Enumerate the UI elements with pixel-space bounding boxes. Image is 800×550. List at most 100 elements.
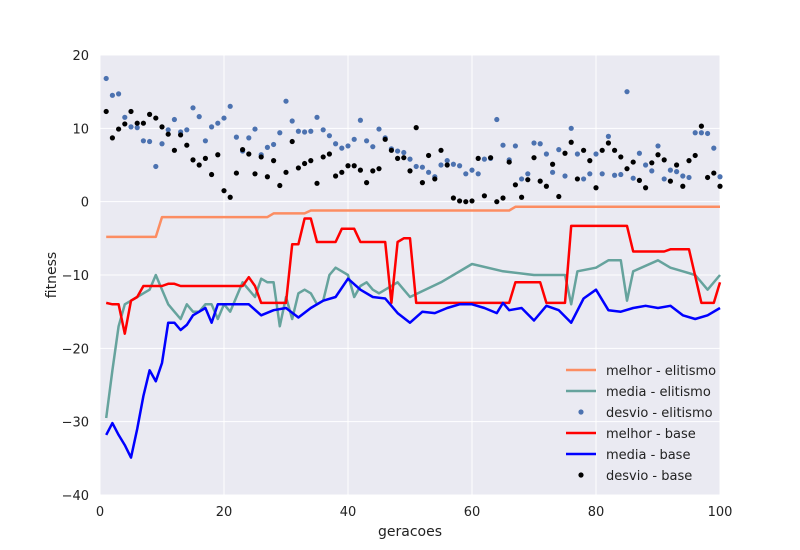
point-desvio-elitismo xyxy=(109,92,115,98)
point-desvio-base xyxy=(264,174,270,180)
point-desvio-base xyxy=(717,183,723,189)
point-desvio-base xyxy=(178,132,184,138)
point-desvio-base xyxy=(630,159,636,165)
point-desvio-base xyxy=(364,180,370,186)
point-desvio-elitismo xyxy=(674,169,680,175)
point-desvio-elitismo xyxy=(364,138,370,144)
point-desvio-elitismo xyxy=(302,129,308,135)
point-desvio-elitismo xyxy=(562,173,568,179)
point-desvio-elitismo xyxy=(395,148,401,154)
point-desvio-base xyxy=(643,185,649,191)
point-desvio-base xyxy=(612,147,618,153)
point-desvio-base xyxy=(295,165,301,171)
point-desvio-base xyxy=(190,157,196,163)
x-tick-label: 0 xyxy=(96,505,104,520)
point-desvio-elitismo xyxy=(376,126,382,132)
point-desvio-base xyxy=(271,158,277,164)
point-desvio-elitismo xyxy=(190,105,196,111)
point-desvio-base xyxy=(171,147,177,153)
point-desvio-base xyxy=(574,176,581,182)
point-desvio-base xyxy=(221,188,227,194)
point-desvio-base xyxy=(550,161,556,167)
point-desvio-base xyxy=(395,155,401,161)
point-desvio-elitismo xyxy=(643,162,649,168)
point-desvio-elitismo xyxy=(271,141,277,148)
point-desvio-base xyxy=(419,180,425,186)
point-desvio-elitismo xyxy=(457,163,463,169)
legend: melhor - elitismo media - elitismo desvio … xyxy=(566,364,716,484)
point-desvio-elitismo xyxy=(370,144,376,150)
point-desvio-elitismo xyxy=(636,150,643,156)
point-desvio-base xyxy=(581,147,587,153)
point-desvio-base xyxy=(140,120,146,126)
series-line-melhor-elitismo xyxy=(106,205,720,239)
y-tick-label: −30 xyxy=(62,416,89,431)
point-desvio-elitismo xyxy=(605,133,612,139)
point-desvio-elitismo xyxy=(202,138,208,144)
point-desvio-elitismo xyxy=(537,141,543,147)
series-line-media-base xyxy=(105,277,721,459)
point-desvio-base xyxy=(705,174,711,181)
point-desvio-elitismo xyxy=(171,116,177,123)
point-desvio-base xyxy=(457,198,463,204)
point-desvio-base xyxy=(370,168,376,174)
point-desvio-elitismo xyxy=(215,120,221,126)
point-desvio-base xyxy=(277,182,283,189)
point-desvio-base xyxy=(196,162,202,168)
point-desvio-base xyxy=(593,185,599,191)
point-desvio-elitismo xyxy=(568,125,574,131)
point-desvio-base xyxy=(599,147,605,153)
point-desvio-base xyxy=(227,194,233,200)
point-desvio-elitismo xyxy=(221,115,227,121)
point-desvio-elitismo xyxy=(680,173,686,179)
point-desvio-base xyxy=(680,183,686,189)
point-desvio-base xyxy=(333,173,339,179)
point-desvio-elitismo xyxy=(556,147,562,153)
point-desvio-elitismo xyxy=(500,142,506,148)
point-desvio-elitismo xyxy=(196,114,202,120)
point-desvio-elitismo xyxy=(233,134,239,140)
point-desvio-base xyxy=(116,126,122,132)
point-desvio-base xyxy=(649,160,655,166)
point-desvio-base xyxy=(568,139,574,145)
point-desvio-elitismo xyxy=(289,118,295,124)
point-desvio-elitismo xyxy=(624,89,630,95)
point-desvio-elitismo xyxy=(612,172,618,178)
x-tick-label: 20 xyxy=(216,505,233,520)
point-desvio-base xyxy=(624,166,630,172)
point-desvio-base xyxy=(686,158,692,164)
point-desvio-base xyxy=(463,199,469,205)
point-desvio-elitismo xyxy=(475,171,481,177)
point-desvio-elitismo xyxy=(494,116,500,123)
point-desvio-base xyxy=(543,183,550,189)
x-tick-label: 60 xyxy=(464,505,481,520)
y-tick-label: −20 xyxy=(62,342,89,357)
point-desvio-elitismo xyxy=(531,140,537,146)
point-desvio-base xyxy=(674,162,680,168)
point-desvio-elitismo xyxy=(320,127,326,133)
x-tick-label: 40 xyxy=(340,505,357,520)
series-line-media-elitismo xyxy=(104,259,721,419)
point-desvio-base xyxy=(494,199,500,205)
point-desvio-base xyxy=(159,124,165,130)
point-desvio-elitismo xyxy=(525,171,531,177)
point-desvio-elitismo xyxy=(419,164,425,170)
point-desvio-elitismo xyxy=(543,151,550,157)
point-desvio-base xyxy=(500,195,506,201)
y-tick-label: 20 xyxy=(72,49,89,64)
point-desvio-elitismo xyxy=(692,130,698,136)
y-tick-label: −40 xyxy=(62,489,89,504)
point-desvio-elitismo xyxy=(463,171,469,177)
point-desvio-elitismo xyxy=(481,156,487,162)
point-desvio-elitismo xyxy=(450,161,456,167)
point-desvio-base xyxy=(134,120,140,126)
legend-swatch xyxy=(578,409,584,415)
point-desvio-elitismo xyxy=(283,98,289,104)
point-desvio-elitismo xyxy=(333,141,339,147)
point-desvio-elitismo xyxy=(339,145,345,151)
point-desvio-elitismo xyxy=(165,127,171,133)
point-desvio-elitismo xyxy=(630,175,636,181)
point-desvio-base xyxy=(438,147,444,153)
point-desvio-base xyxy=(103,108,109,115)
